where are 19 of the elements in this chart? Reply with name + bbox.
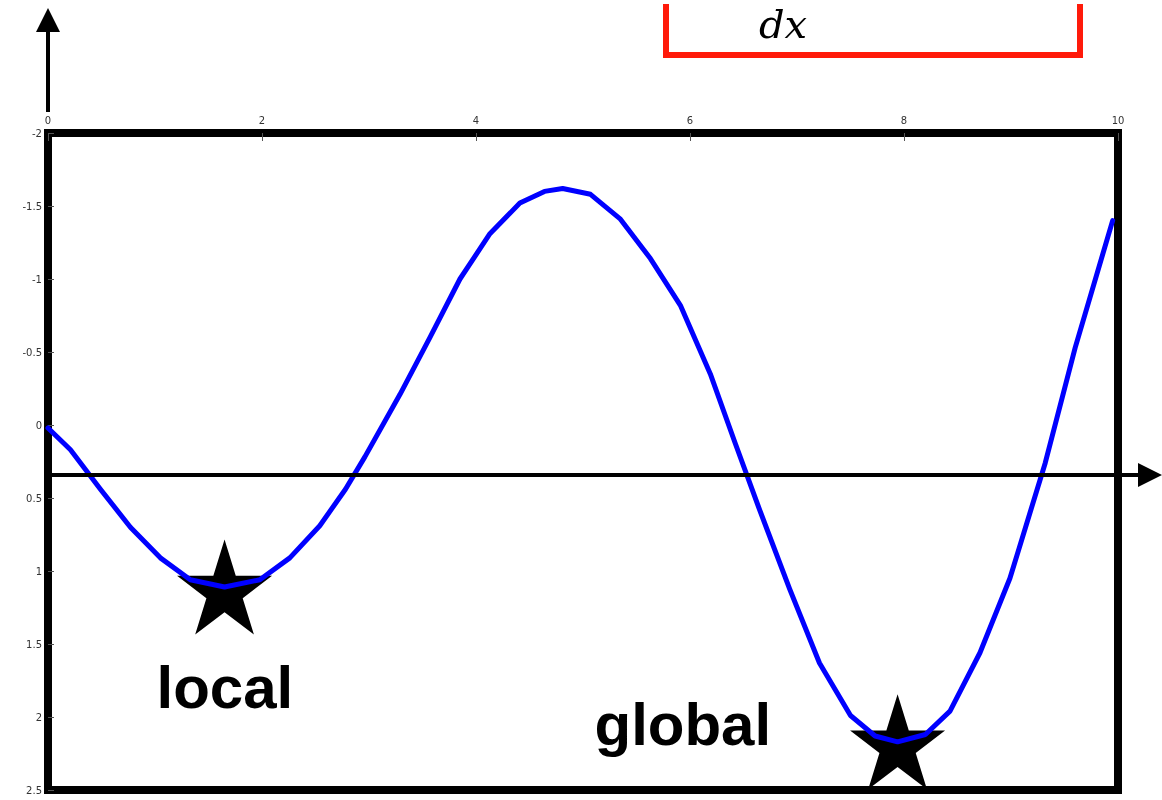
y-tick-label: 1 [35,565,42,577]
y-tick-label: -2 [32,127,42,139]
y-tick-label: 1.5 [26,638,42,650]
y-tick-label: 2 [35,711,42,723]
annotation: global [594,691,772,758]
y-tick-label: 2.5 [26,784,42,796]
annotation: local [156,654,294,721]
x-tick-label: 8 [900,114,908,126]
x-tick-label: 0 [44,114,52,126]
text: dx [759,1,808,47]
y-tick-label: 0 [35,419,42,431]
x-tick-label: 10 [1111,114,1125,126]
y-tick-label: 0.5 [26,492,42,504]
x-tick-label: 2 [258,114,266,126]
y-tick-label: -1.5 [22,200,42,212]
y-tick-label: -1 [32,273,42,285]
y-tick-label: -0.5 [22,346,42,358]
x-tick-label: 6 [686,114,694,126]
x-tick-label: 4 [472,114,480,126]
